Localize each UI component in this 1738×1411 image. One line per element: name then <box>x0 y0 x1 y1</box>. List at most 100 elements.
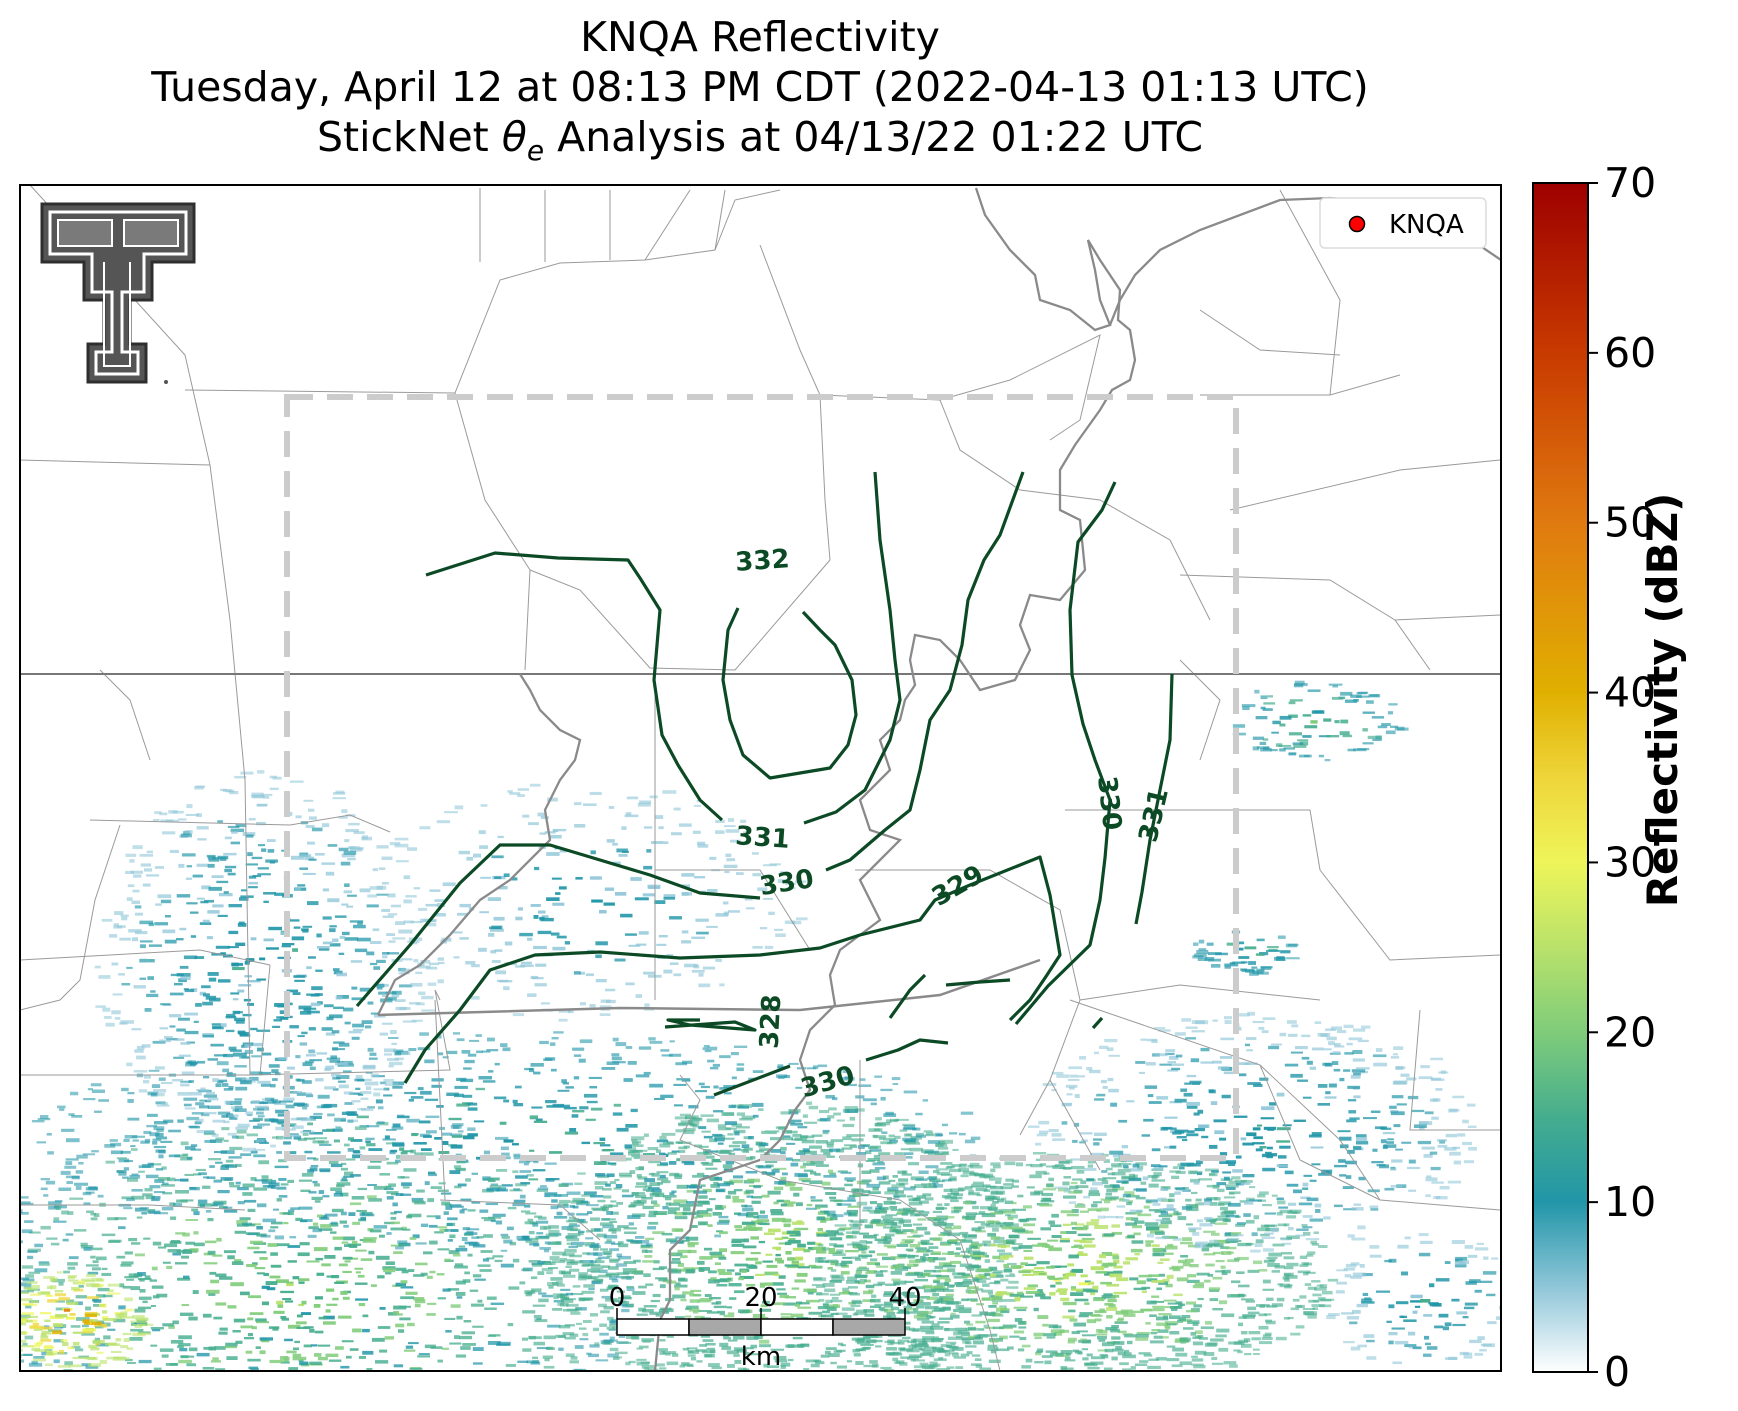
radar-echo <box>692 1216 698 1219</box>
radar-echo <box>1112 1373 1119 1377</box>
radar-echo <box>338 1404 347 1406</box>
radar-echo <box>1144 1222 1159 1226</box>
radar-echo <box>569 1128 577 1132</box>
radar-echo <box>825 1230 839 1234</box>
radar-echo <box>845 1250 859 1253</box>
radar-echo <box>174 1154 188 1158</box>
radar-echo <box>271 1179 277 1184</box>
radar-echo <box>998 1256 1009 1260</box>
radar-echo <box>227 1396 233 1398</box>
radar-echo <box>787 1257 794 1261</box>
radar-echo <box>1178 1317 1186 1321</box>
radar-echo <box>603 1204 613 1208</box>
radar-echo <box>1200 1326 1214 1330</box>
radar-echo <box>276 1300 284 1305</box>
radar-echo <box>1158 1313 1172 1316</box>
radar-echo <box>861 1193 869 1197</box>
radar-echo <box>909 1147 923 1152</box>
radar-echo <box>572 1285 581 1288</box>
radar-echo <box>855 1361 864 1365</box>
radar-echo <box>31 1120 45 1123</box>
radar-echo <box>1303 1231 1311 1236</box>
radar-echo <box>850 1225 861 1230</box>
radar-echo <box>606 1239 612 1243</box>
radar-echo <box>193 1231 199 1235</box>
radar-echo <box>962 1280 973 1285</box>
radar-echo <box>1037 1289 1043 1293</box>
radar-echo <box>936 1143 944 1147</box>
radar-echo <box>949 1176 957 1181</box>
radar-echo <box>1170 1373 1178 1375</box>
radar-echo <box>902 1127 917 1131</box>
radar-echo <box>815 1260 824 1263</box>
radar-echo <box>250 1240 263 1244</box>
radar-echo <box>707 1059 715 1063</box>
radar-echo <box>883 1293 897 1297</box>
radar-echo <box>616 1253 623 1258</box>
radar-echo <box>132 1139 139 1142</box>
radar-echo <box>990 1203 996 1208</box>
radar-echo <box>752 1070 764 1073</box>
radar-echo <box>937 1146 949 1150</box>
radar-echo <box>345 1388 356 1391</box>
radar-echo <box>654 1097 665 1100</box>
radar-echo <box>635 1194 647 1198</box>
radar-echo <box>803 1249 811 1253</box>
radar-echo <box>200 1113 210 1117</box>
radar-echo <box>923 1289 936 1293</box>
radar-echo <box>215 1273 227 1277</box>
radar-echo <box>1152 1305 1165 1308</box>
radar-echo <box>858 1266 867 1269</box>
radar-echo <box>237 1187 249 1191</box>
radar-echo <box>249 1375 259 1379</box>
radar-echo <box>509 1386 517 1390</box>
radar-echo <box>933 1358 947 1361</box>
radar-echo <box>765 1130 780 1133</box>
radar-echo <box>341 1111 355 1115</box>
radar-echo <box>638 1285 647 1289</box>
radar-echo <box>209 1139 223 1143</box>
radar-echo <box>783 1302 797 1306</box>
radar-echo <box>783 1201 796 1204</box>
radar-echo <box>801 1180 810 1183</box>
radar-echo <box>797 1306 812 1309</box>
radar-echo <box>636 1199 647 1204</box>
radar-echo <box>1106 1307 1118 1311</box>
radar-echo <box>90 1255 96 1259</box>
radar-echo <box>350 1139 363 1142</box>
radar-echo <box>822 1129 830 1133</box>
radar-echo <box>1284 1278 1290 1282</box>
radar-echo <box>222 1388 231 1390</box>
radar-echo <box>486 1296 497 1300</box>
radar-echo <box>428 1173 437 1177</box>
radar-echo <box>186 1156 193 1160</box>
radar-echo <box>903 1305 912 1309</box>
radar-echo <box>727 1364 735 1368</box>
radar-echo <box>654 1363 665 1367</box>
radar-echo <box>148 1069 160 1072</box>
radar-echo <box>344 1171 354 1176</box>
radar-echo <box>1319 1304 1332 1308</box>
radar-echo <box>774 1181 786 1185</box>
radar-echo <box>755 1141 763 1146</box>
radar-echo <box>1124 1191 1135 1195</box>
radar-echo <box>1081 1334 1096 1337</box>
radar-echo <box>67 1211 74 1215</box>
radar-echo <box>307 1122 313 1126</box>
radar-echo <box>193 1242 205 1247</box>
radar-echo <box>640 1244 651 1248</box>
radar-echo <box>503 1139 514 1143</box>
radar-echo <box>1050 1265 1061 1268</box>
radar-echo <box>1185 1258 1194 1263</box>
radar-echo <box>1112 1381 1123 1384</box>
radar-echo <box>1087 1208 1100 1211</box>
radar-echo <box>600 1205 607 1209</box>
radar-echo <box>755 1397 763 1400</box>
radar-echo <box>600 1310 610 1314</box>
radar-echo <box>753 1335 763 1339</box>
radar-echo <box>1236 1271 1245 1274</box>
radar-echo <box>990 1244 999 1247</box>
radar-echo <box>475 1404 484 1407</box>
radar-echo <box>386 1191 399 1194</box>
radar-echo <box>1071 1385 1078 1388</box>
